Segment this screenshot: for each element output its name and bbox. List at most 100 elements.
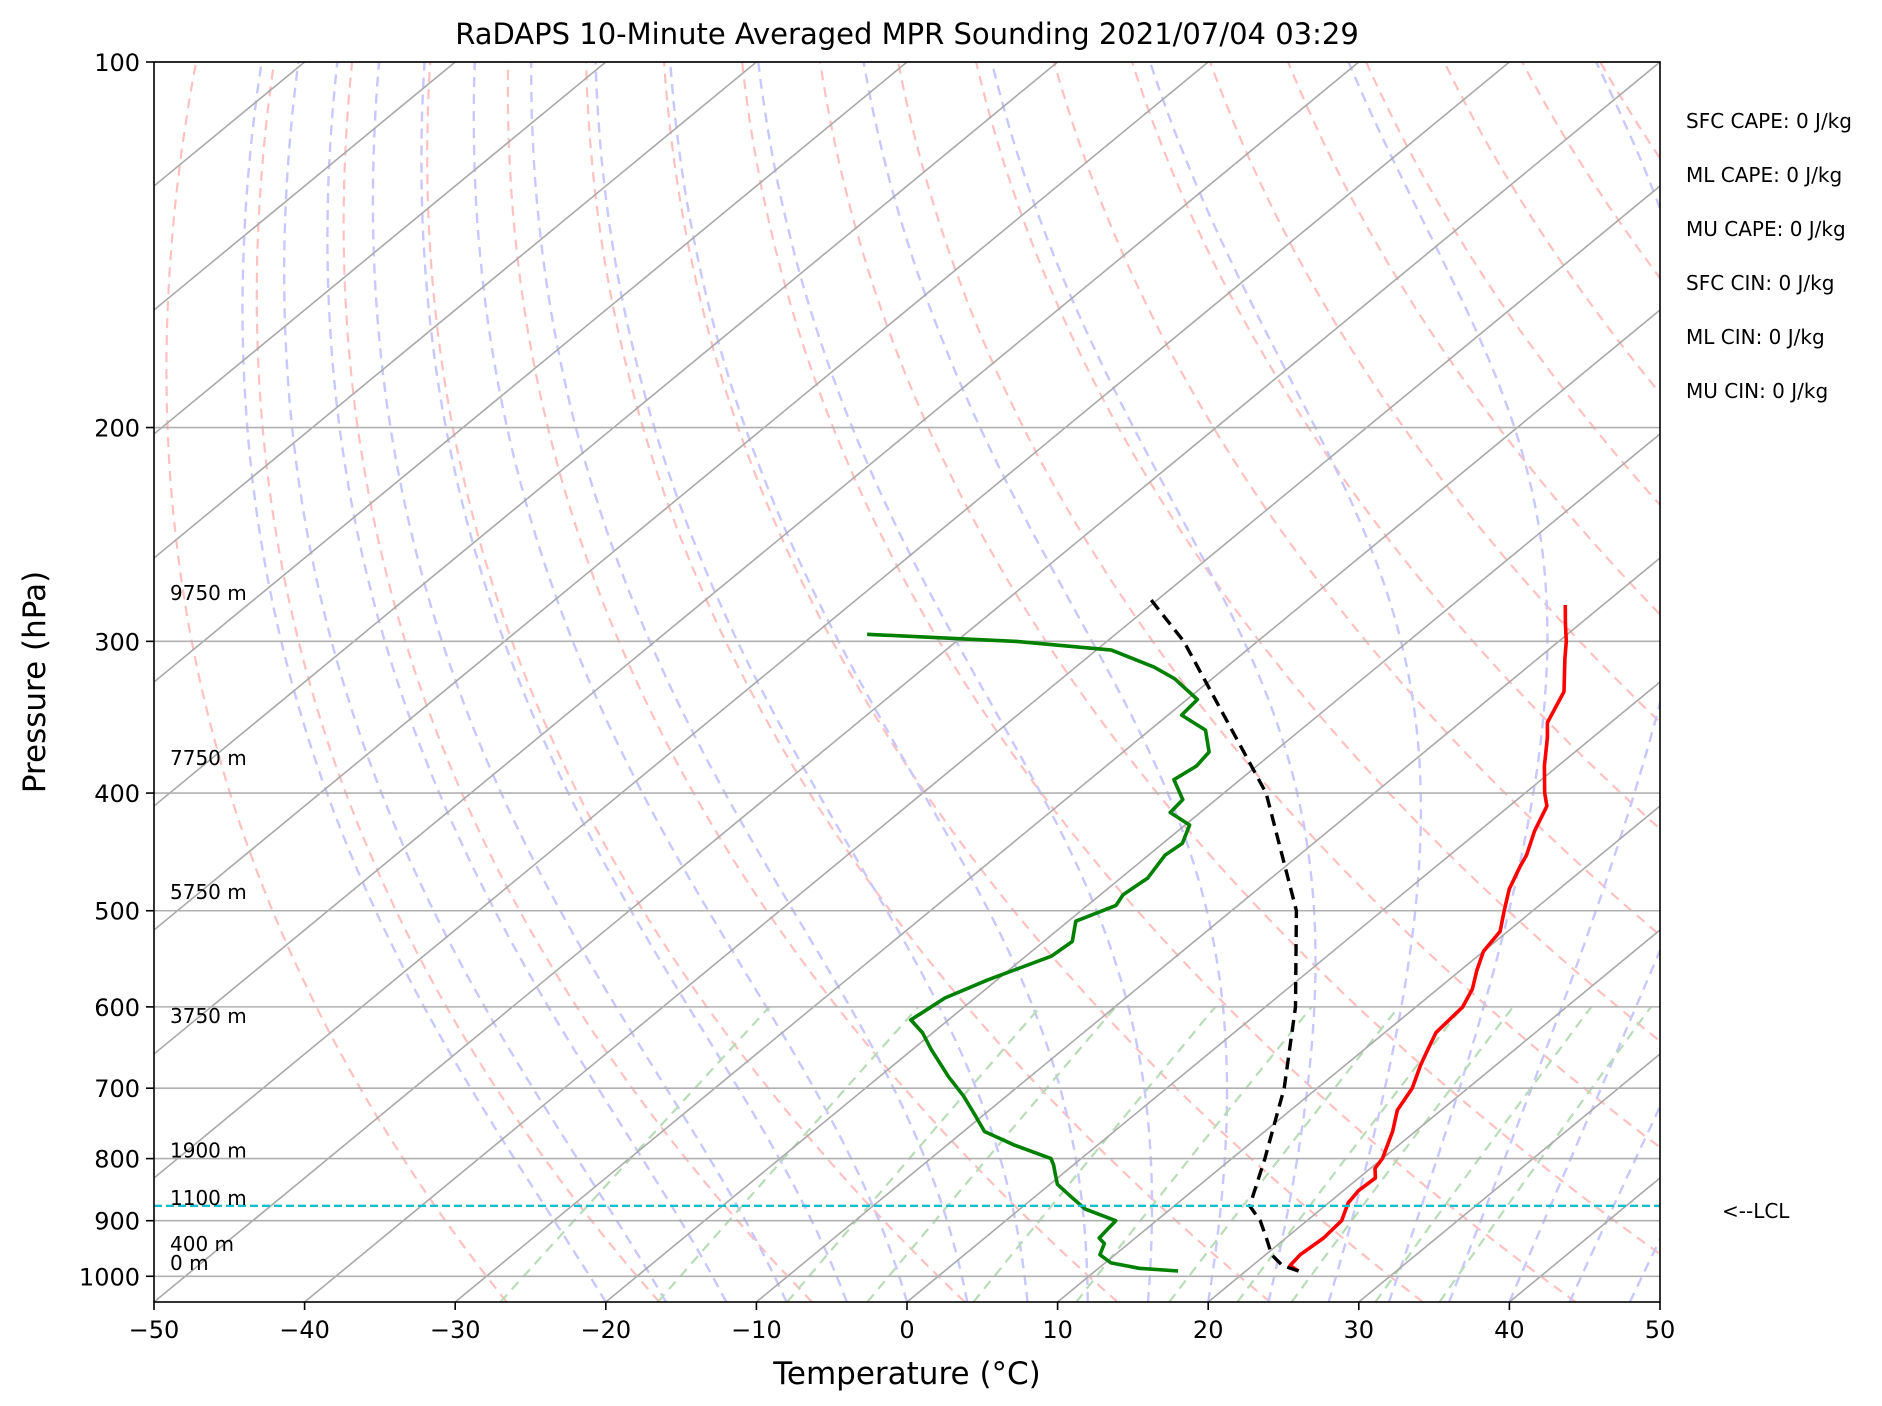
y-tick-label: 600 xyxy=(94,994,140,1022)
isotherm xyxy=(454,308,1660,1302)
height-label: 400 m xyxy=(170,1232,234,1256)
moist-adiabat xyxy=(594,62,1029,1302)
y-tick-label: 400 xyxy=(94,780,140,808)
y-tick-label: 200 xyxy=(94,415,140,443)
moist-adiabat xyxy=(1448,62,1660,1302)
dry-adiabat xyxy=(585,62,1271,1302)
isotherm xyxy=(154,62,1059,808)
y-axis-label: Pressure (hPa) xyxy=(17,571,53,793)
isotherm xyxy=(1207,928,1660,1302)
height-label: 5750 m xyxy=(170,880,247,904)
isotherm xyxy=(154,62,607,436)
moist-adiabat xyxy=(283,62,668,1302)
dry-adiabat xyxy=(819,62,1660,1256)
y-axis-ticks: 100 200 300 400 500 600 700 800 900 1000 xyxy=(79,49,154,1291)
chart-title: RaDAPS 10-Minute Averaged MPR Sounding 2… xyxy=(455,17,1359,51)
isotherm xyxy=(605,432,1660,1302)
x-axis-ticks: −50 −40 −30 −20 −10 0 10 20 30 40 50 xyxy=(129,1302,1676,1344)
x-tick-label: −50 xyxy=(129,1316,180,1344)
stability-annotation: MU CIN: 0 J/kg xyxy=(1686,379,1828,403)
stability-annotation: SFC CAPE: 0 J/kg xyxy=(1686,109,1852,133)
pressure-gridlines xyxy=(154,61,1660,1278)
height-label: 1900 m xyxy=(170,1139,247,1163)
stability-annotation: ML CAPE: 0 J/kg xyxy=(1686,163,1842,187)
x-tick-label: 40 xyxy=(1494,1316,1525,1344)
dry-adiabat xyxy=(741,62,1577,1302)
isotherm xyxy=(1057,804,1660,1302)
dry-adiabat xyxy=(1053,62,1660,937)
height-label: 1100 m xyxy=(170,1186,247,1210)
x-tick-label: 50 xyxy=(1645,1316,1676,1344)
height-label: 7750 m xyxy=(170,746,247,770)
dry-adiabat xyxy=(255,62,661,1302)
moist-adiabat xyxy=(1568,1103,1660,1302)
dry-adiabat xyxy=(975,62,1660,1043)
isotherm xyxy=(755,556,1660,1302)
isotherm xyxy=(154,62,757,560)
mixing-ratio-line xyxy=(1438,1006,1652,1302)
isotherm xyxy=(154,62,1209,932)
dry-adiabat xyxy=(506,62,1119,1302)
dry-adiabat xyxy=(897,62,1660,1149)
mixing-ratio-line xyxy=(972,1006,1217,1302)
moist-adiabat xyxy=(862,62,1229,1302)
isotherm xyxy=(154,62,1510,1180)
isotherm xyxy=(304,184,1660,1302)
y-tick-label: 1000 xyxy=(79,1263,140,1291)
x-tick-label: 0 xyxy=(899,1316,914,1344)
background-reference-lines xyxy=(154,62,1660,1302)
x-tick-label: −30 xyxy=(430,1316,481,1344)
lcl-label: <--LCL xyxy=(1722,1199,1790,1223)
dewpoint-trace xyxy=(867,632,1211,1273)
mixing-ratio-line xyxy=(499,1006,771,1302)
dry-adiabat xyxy=(426,62,966,1302)
mixing-ratio-line xyxy=(1168,1006,1400,1302)
mixing-ratio-line xyxy=(786,1006,1042,1302)
isotherm xyxy=(154,62,908,684)
moist-adiabat xyxy=(1148,62,1423,1302)
x-tick-label: −40 xyxy=(279,1316,330,1344)
y-tick-label: 900 xyxy=(94,1208,140,1236)
mixing-ratio-line xyxy=(866,1006,1117,1302)
x-tick-label: 20 xyxy=(1193,1316,1224,1344)
moist-adiabat xyxy=(1508,947,1660,1302)
sounding-traces xyxy=(867,594,1569,1273)
stability-annotation: SFC CIN: 0 J/kg xyxy=(1686,271,1834,295)
lcl-marker: <--LCL xyxy=(154,1199,1790,1223)
y-tick-label: 500 xyxy=(94,898,140,926)
x-tick-label: 30 xyxy=(1344,1316,1375,1344)
moist-adiabat xyxy=(420,62,848,1302)
y-tick-label: 300 xyxy=(94,628,140,656)
x-axis-label: Temperature (°C) xyxy=(772,1356,1041,1392)
moist-adiabat xyxy=(241,62,607,1302)
height-label: 0 m xyxy=(170,1251,209,1275)
stability-annotation: ML CIN: 0 J/kg xyxy=(1686,325,1825,349)
x-tick-label: −10 xyxy=(731,1316,782,1344)
moist-adiabat xyxy=(757,62,1154,1302)
temperature-trace xyxy=(1288,604,1569,1273)
dry-adiabat xyxy=(1209,62,1660,724)
height-label: 9750 m xyxy=(170,581,247,605)
mixing-ratio-line xyxy=(656,1006,920,1302)
y-tick-label: 800 xyxy=(94,1146,140,1174)
mixing-ratio-line xyxy=(1374,1006,1593,1302)
dry-adiabat xyxy=(165,62,508,1302)
isotherm xyxy=(154,62,1360,1056)
mixing-ratio-line xyxy=(1075,1006,1313,1302)
mixing-ratio-line xyxy=(1290,1006,1514,1302)
moist-adiabat xyxy=(990,62,1317,1302)
y-tick-label: 100 xyxy=(94,49,140,77)
isotherm xyxy=(1358,1052,1660,1302)
isotherm xyxy=(906,680,1660,1302)
moist-adiabat xyxy=(669,62,1089,1302)
x-tick-label: −20 xyxy=(580,1316,631,1344)
dry-adiabat xyxy=(342,62,813,1302)
x-tick-label: 10 xyxy=(1042,1316,1073,1344)
height-label: 3750 m xyxy=(170,1004,247,1028)
isotherm xyxy=(154,62,456,312)
moist-adiabat xyxy=(1347,62,1549,1302)
y-tick-label: 700 xyxy=(94,1075,140,1103)
moist-adiabat xyxy=(472,62,909,1302)
